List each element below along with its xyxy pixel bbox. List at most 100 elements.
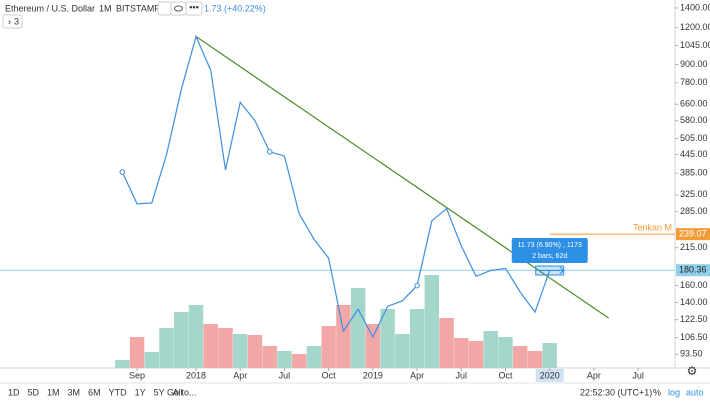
goto-button[interactable]: Go to... xyxy=(167,387,197,397)
x-tick-label: Sep xyxy=(129,370,145,380)
x-tick-label: Jul xyxy=(456,370,468,380)
volume-bar xyxy=(409,309,425,368)
volume-bar xyxy=(365,324,381,368)
clock: 22:52:30 (UTC+1) xyxy=(580,387,652,397)
volume-bar xyxy=(527,351,543,368)
volume-bar xyxy=(233,334,248,368)
x-tick-label: Apr xyxy=(587,370,601,380)
measure-line2: 2 bars, 62d xyxy=(532,253,567,260)
y-tick-label: 660.00 xyxy=(680,99,708,109)
measure-arrow xyxy=(539,266,565,275)
range-button[interactable]: 3M xyxy=(68,387,81,397)
volume-bar xyxy=(306,346,322,368)
range-button[interactable]: 5Y xyxy=(154,387,165,397)
collapse-count: 3 xyxy=(14,16,19,26)
hide-button[interactable] xyxy=(157,1,172,16)
x-tick-label: Oct xyxy=(322,370,337,380)
scale-option[interactable]: log xyxy=(668,387,680,397)
x-tick-label: Apr xyxy=(233,370,247,380)
range-button[interactable]: YTD xyxy=(109,387,128,397)
y-tick-label: 1400.00 xyxy=(680,2,710,12)
volume-bar xyxy=(483,331,498,368)
exchange[interactable]: BITSTAMP xyxy=(116,3,160,13)
eye-icon xyxy=(174,5,183,12)
collapse-button[interactable] xyxy=(2,14,23,29)
y-tick-label: 93.50 xyxy=(680,349,703,359)
volume-bar xyxy=(424,275,440,368)
eye-button[interactable] xyxy=(170,1,187,16)
y-tick-label: 580.00 xyxy=(680,115,708,125)
interval[interactable]: 1M xyxy=(99,3,112,13)
volume-bar xyxy=(159,328,174,368)
x-tick-label: Jul xyxy=(279,370,291,380)
volume-bar xyxy=(321,326,336,368)
volume-bar xyxy=(144,352,160,368)
volume-bar xyxy=(277,351,292,368)
volume-bar xyxy=(542,343,557,368)
y-tick-label: 325.00 xyxy=(680,189,708,199)
volume-bar xyxy=(262,346,277,368)
volume-bar xyxy=(350,288,366,368)
price-label-box xyxy=(676,264,710,277)
point-marker xyxy=(414,282,420,289)
price-label: 239.07 xyxy=(679,229,707,239)
range-button[interactable]: 5D xyxy=(28,387,40,397)
volume-bar xyxy=(395,334,410,368)
y-tick-label: 160.00 xyxy=(680,280,708,290)
price-line-name: Tenkan M xyxy=(633,223,672,233)
range-button[interactable]: 6M xyxy=(88,387,101,397)
y-tick-label: 285.00 xyxy=(680,206,708,216)
price-line-series xyxy=(121,34,551,339)
volume-bar xyxy=(336,305,351,368)
measure-box xyxy=(511,238,588,263)
volume-bar xyxy=(454,338,469,368)
y-tick-label: 1200.00 xyxy=(680,22,710,32)
volume-bar xyxy=(291,354,307,368)
range-button[interactable]: 1Y xyxy=(135,387,146,397)
scale-option[interactable]: auto xyxy=(686,387,704,397)
y-tick-label: 445.00 xyxy=(680,149,708,159)
y-tick-label: 780.00 xyxy=(680,77,708,87)
range-button[interactable]: 1M xyxy=(47,387,60,397)
point-marker xyxy=(266,149,273,155)
volume-bar xyxy=(247,335,263,368)
price-label: 180.36 xyxy=(679,265,707,275)
x-tick-label: 2019 xyxy=(363,370,383,380)
x-tick-label: 2018 xyxy=(186,370,206,380)
change: 1.73 (+40.22%) xyxy=(204,3,266,13)
more-icon: ••• xyxy=(189,2,198,12)
volume-bar xyxy=(513,346,528,368)
scale-option[interactable]: % xyxy=(653,387,661,397)
y-tick-label: 385.00 xyxy=(680,168,708,178)
settings-icon[interactable]: ⚙ xyxy=(687,364,698,378)
x-tick-label: Oct xyxy=(499,370,514,380)
volume-bar xyxy=(218,328,233,368)
x-tick-label: 2020 xyxy=(540,370,560,380)
y-tick-label: 122.50 xyxy=(680,314,708,324)
y-tick-label: 1045.00 xyxy=(680,40,710,50)
measure-line1: 11.73 (6.90%) , 1173 xyxy=(518,242,582,249)
volume-bar xyxy=(174,312,189,368)
volume-bar xyxy=(439,318,454,368)
volume-bar xyxy=(498,337,513,368)
x-tick-label: Apr xyxy=(410,370,424,380)
price-label-box xyxy=(676,228,710,241)
header: Ethereum / U.S. Dollar 1M BITSTAMP ••• 1… xyxy=(2,1,266,29)
volume-bar xyxy=(188,305,204,368)
range-button[interactable]: All xyxy=(173,387,183,397)
x-tick-label: Jul xyxy=(632,370,644,380)
y-tick-label: 900.00 xyxy=(680,59,708,69)
symbol[interactable]: Ethereum / U.S. Dollar xyxy=(5,3,95,13)
range-button[interactable]: 1D xyxy=(8,387,20,397)
y-tick-label: 505.00 xyxy=(680,133,708,143)
volume-bar xyxy=(468,341,484,368)
collapse-icon: › xyxy=(8,16,11,26)
y-tick-label: 106.50 xyxy=(680,332,708,342)
more-button[interactable] xyxy=(185,1,203,16)
volume-bar xyxy=(203,324,218,368)
volume-bar xyxy=(129,337,145,368)
y-tick-label: 215.00 xyxy=(680,242,708,252)
point-marker xyxy=(119,169,126,175)
